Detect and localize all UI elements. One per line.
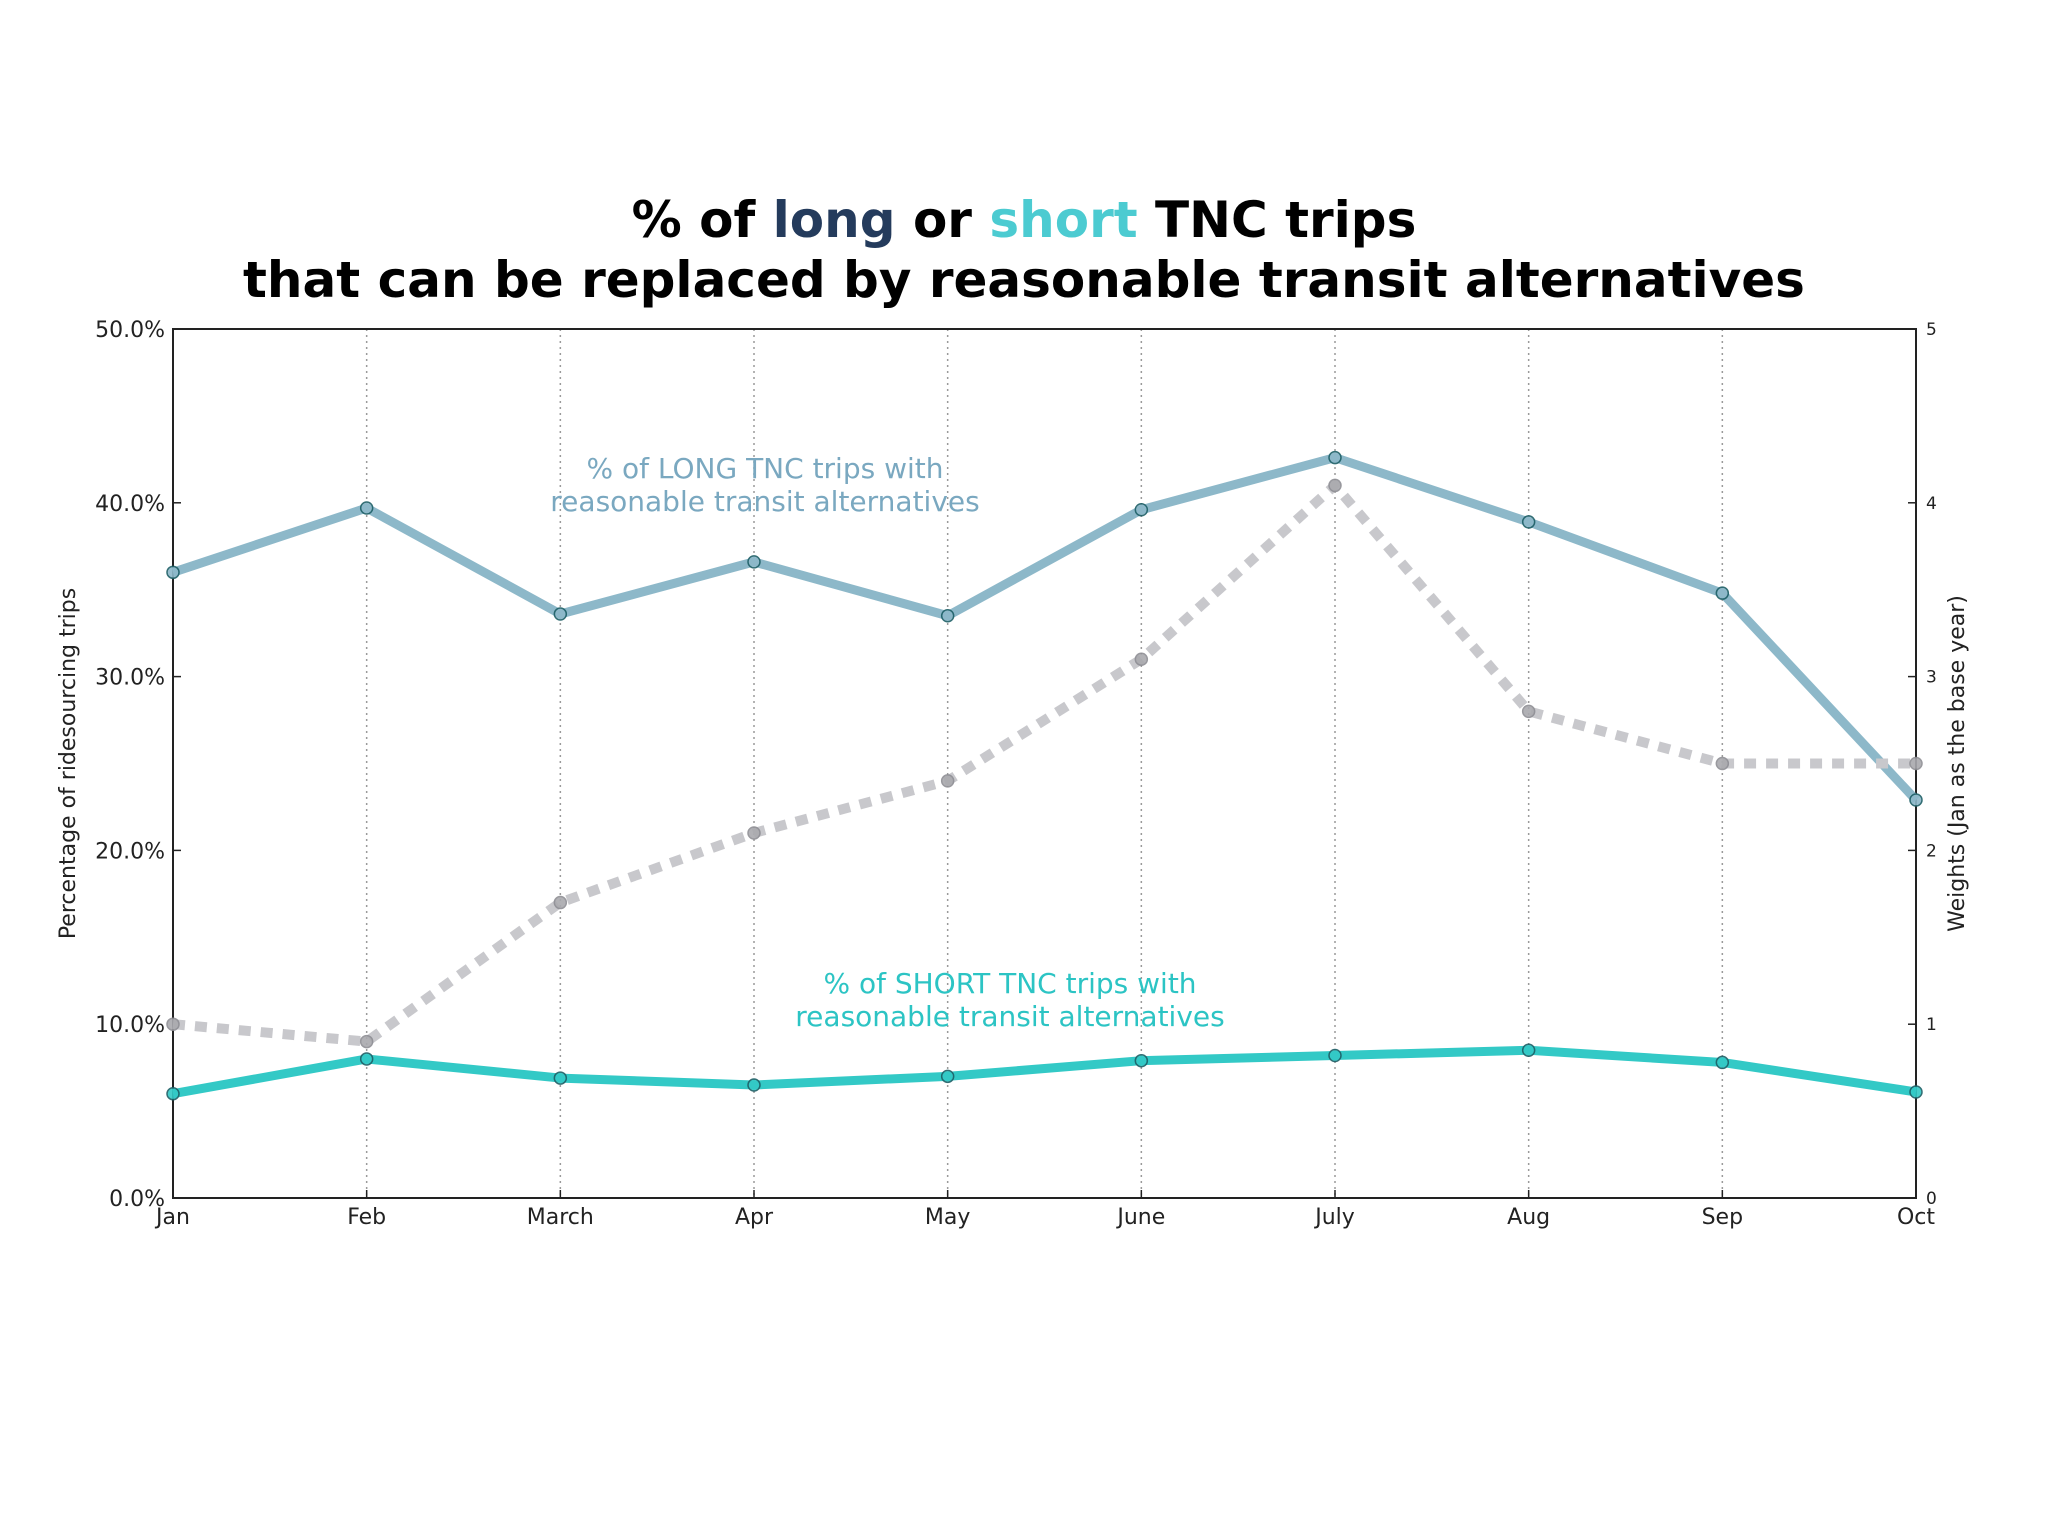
left-tick-label: 10.0% <box>95 1013 165 1038</box>
title-pre: % of <box>631 191 773 249</box>
chart-title: % of long or short TNC trips that can be… <box>0 190 2048 310</box>
right-tick-label: 2 <box>1926 841 1937 861</box>
point-weights-march <box>553 895 568 910</box>
chart-title-line-1: % of long or short TNC trips <box>0 190 2048 250</box>
point-weights-july <box>1328 478 1342 493</box>
series-line-weights <box>172 480 1916 1047</box>
annotation-long-trips-line-1: % of LONG TNC trips with <box>586 452 943 485</box>
left-tick-label: 40.0% <box>95 492 165 517</box>
point-long-trips-feb <box>359 501 374 515</box>
right-tick-label: 0 <box>1926 1189 1937 1209</box>
title-long-word: long <box>772 191 896 249</box>
point-short-trips-apr <box>747 1078 761 1092</box>
x-tick-label-jan: Jan <box>154 1205 190 1230</box>
point-short-trips-march <box>553 1071 568 1085</box>
point-weights-feb <box>359 1034 374 1049</box>
title-mid: or <box>895 191 990 249</box>
point-short-trips-july <box>1328 1048 1342 1063</box>
point-long-trips-jan <box>166 565 180 580</box>
x-tick-label-june: June <box>1115 1205 1165 1230</box>
point-weights-aug <box>1521 704 1536 719</box>
annotation-long-trips-line-2: reasonable transit alternatives <box>550 485 979 518</box>
x-tick-label-oct: Oct <box>1897 1205 1935 1230</box>
left-tick-label: 0.0% <box>109 1187 165 1212</box>
x-tick-label-aug: Aug <box>1507 1205 1550 1230</box>
point-weights-may <box>940 774 955 788</box>
point-long-trips-may <box>940 609 955 623</box>
x-tick-label-july: July <box>1313 1205 1355 1230</box>
point-long-trips-march <box>553 607 568 621</box>
right-tick-label: 4 <box>1926 494 1937 514</box>
series-line-short-trips <box>172 1045 1917 1099</box>
series-line-long-trips <box>171 453 1920 804</box>
point-short-trips-may <box>940 1069 955 1084</box>
chart-title-line-2: that can be replaced by reasonable trans… <box>243 251 1805 309</box>
point-long-trips-oct <box>1909 793 1923 807</box>
point-short-trips-aug <box>1521 1043 1536 1058</box>
point-short-trips-sep <box>1715 1055 1730 1070</box>
point-weights-apr <box>747 826 761 840</box>
right-tick-label: 1 <box>1926 1015 1937 1035</box>
point-weights-jan <box>166 1017 180 1031</box>
annotation-short-trips-line-1: % of SHORT TNC trips with <box>823 967 1196 1000</box>
point-short-trips-feb <box>359 1052 374 1066</box>
point-long-trips-apr <box>747 555 761 569</box>
left-tick-label: 30.0% <box>95 666 165 691</box>
point-long-trips-july <box>1328 450 1342 465</box>
y-axis-label-left: Percentage of ridesourcing trips <box>56 588 81 939</box>
point-short-trips-jan <box>166 1086 180 1101</box>
point-long-trips-sep <box>1715 586 1730 600</box>
point-weights-sep <box>1715 756 1730 771</box>
point-short-trips-oct <box>1909 1085 1923 1099</box>
x-tick-label-sep: Sep <box>1702 1205 1743 1230</box>
left-tick-label: 20.0% <box>95 839 165 864</box>
annotation-short-trips-line-2: reasonable transit alternatives <box>795 1000 1224 1033</box>
left-tick-label: 50.0% <box>95 318 165 343</box>
y-axis-label-right: Weights (Jan as the base year) <box>1945 595 1970 932</box>
x-tick-label-march: March <box>527 1205 594 1230</box>
title-short-word: short <box>989 191 1138 249</box>
x-tick-label-may: May <box>925 1205 970 1230</box>
right-tick-label: 3 <box>1926 668 1937 688</box>
x-tick-label-apr: Apr <box>735 1205 774 1230</box>
point-weights-oct <box>1909 756 1923 771</box>
point-short-trips-june <box>1134 1053 1149 1068</box>
title-post: TNC trips <box>1137 191 1417 249</box>
point-long-trips-aug <box>1521 515 1536 529</box>
right-tick-label: 5 <box>1926 320 1937 340</box>
x-tick-label-feb: Feb <box>347 1205 386 1230</box>
point-long-trips-june <box>1134 503 1149 517</box>
point-weights-june <box>1134 652 1149 666</box>
